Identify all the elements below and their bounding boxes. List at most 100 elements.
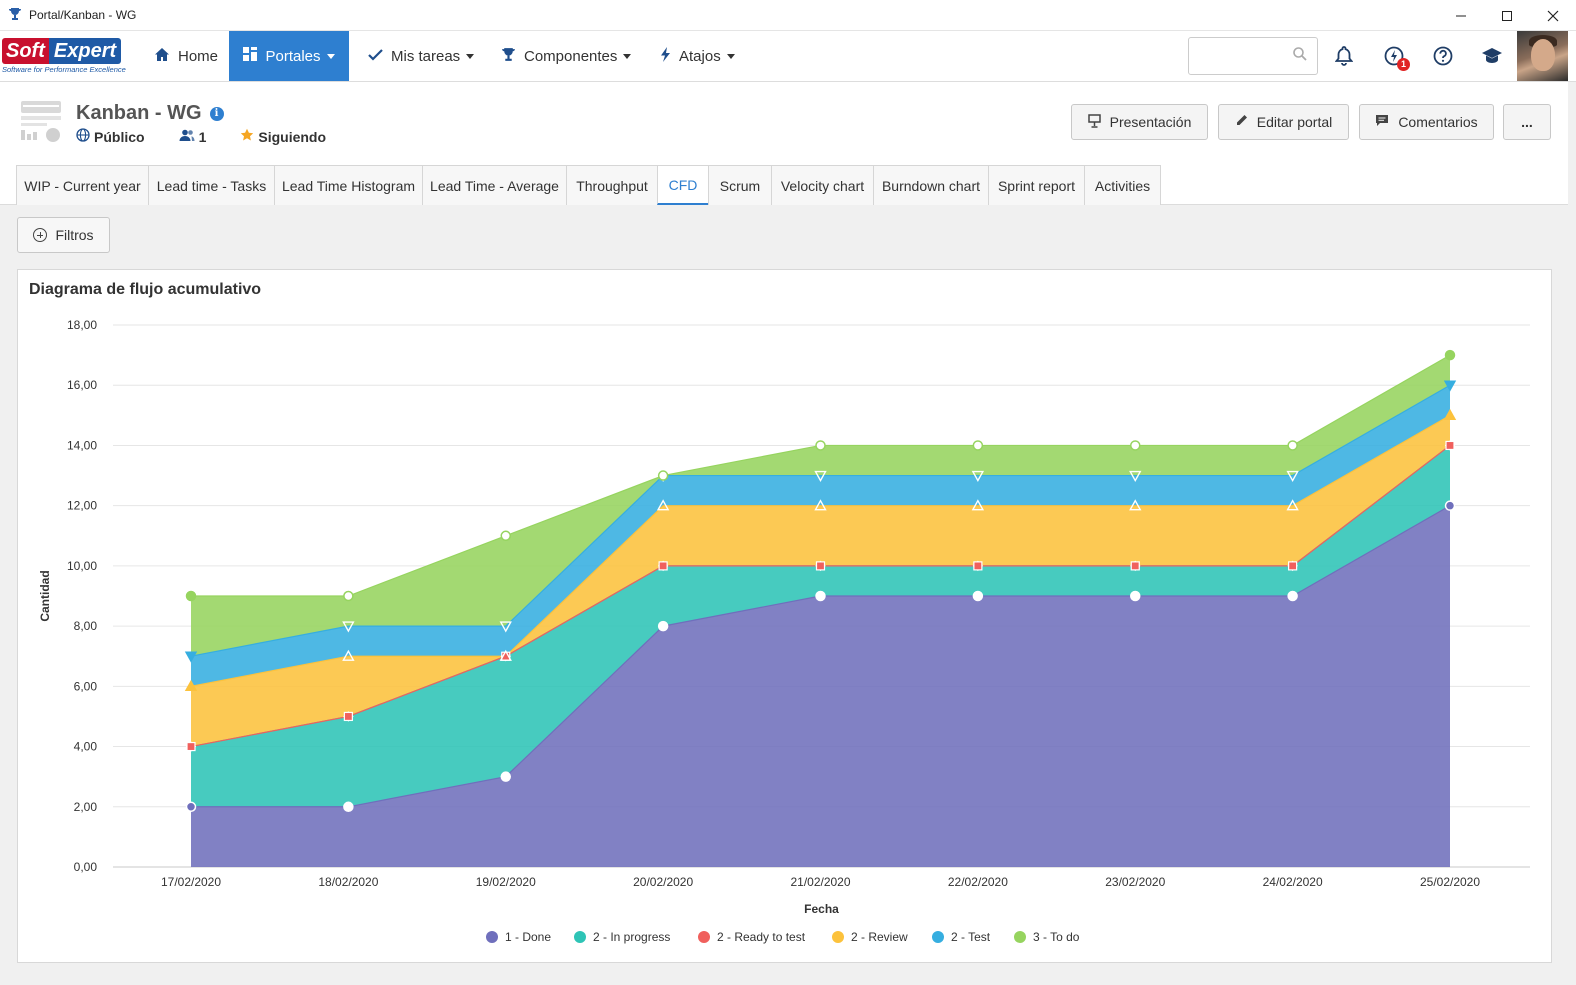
avatar[interactable] bbox=[1517, 31, 1568, 81]
tasks-indicator-icon[interactable]: 1 bbox=[1381, 43, 1410, 71]
tab-label: Throughput bbox=[576, 177, 648, 194]
nav-portales-label: Portales bbox=[265, 47, 321, 65]
data-point bbox=[972, 440, 984, 451]
tab-label: WIP - Current year bbox=[24, 177, 141, 194]
x-tick-label: 18/02/2020 bbox=[318, 875, 378, 889]
logo-text-expert: Expert bbox=[48, 38, 122, 64]
data-point bbox=[973, 561, 983, 571]
users-icon bbox=[179, 129, 195, 145]
x-tick-label: 19/02/2020 bbox=[476, 875, 536, 889]
data-point bbox=[1286, 499, 1299, 511]
tab-lead-time-average[interactable]: Lead Time - Average bbox=[422, 165, 567, 205]
data-point bbox=[343, 590, 354, 602]
data-point bbox=[815, 440, 826, 451]
visibility-status: Público bbox=[76, 128, 145, 145]
data-point bbox=[1130, 561, 1140, 571]
tab-scrum[interactable]: Scrum bbox=[708, 165, 772, 205]
data-point bbox=[186, 741, 196, 752]
x-tick-label: 21/02/2020 bbox=[790, 875, 850, 889]
presentation-label: Presentación bbox=[1109, 114, 1192, 130]
data-point bbox=[1444, 500, 1456, 511]
nav-mis-tareas[interactable]: Mis tareas bbox=[356, 31, 486, 81]
visibility-label: Público bbox=[94, 128, 145, 145]
data-point bbox=[184, 651, 198, 663]
bell-icon[interactable] bbox=[1331, 43, 1357, 69]
area-series-1 bbox=[191, 445, 1450, 807]
search-input[interactable] bbox=[1189, 38, 1289, 74]
nav-atajos[interactable]: Atajos bbox=[648, 31, 747, 81]
data-point bbox=[656, 499, 670, 511]
notification-badge: 1 bbox=[1397, 58, 1410, 71]
page-scrollbar[interactable] bbox=[1568, 82, 1576, 985]
tab-wip-current-year[interactable]: WIP - Current year bbox=[16, 165, 149, 205]
y-tick-label: 0,00 bbox=[74, 860, 98, 874]
filters-button[interactable]: Filtros bbox=[17, 217, 110, 253]
data-point bbox=[185, 590, 197, 602]
chart-panel: Diagrama de flujo acumulativo 0,00 2,00 4,… bbox=[17, 269, 1552, 963]
nav-portales[interactable]: Portales bbox=[229, 31, 349, 81]
top-navbar: Soft Expert Software for Performance Exc… bbox=[0, 31, 1576, 82]
area-series-4 bbox=[191, 385, 1450, 687]
data-point bbox=[815, 561, 826, 571]
softexpert-logo[interactable]: Soft Expert Software for Performance Exc… bbox=[2, 38, 130, 76]
tab-activities[interactable]: Activities bbox=[1084, 165, 1161, 205]
tab-cfd[interactable]: CFD bbox=[657, 165, 709, 205]
tab-lead-time-histogram[interactable]: Lead Time Histogram bbox=[274, 165, 423, 205]
x-tick-label: 24/02/2020 bbox=[1263, 875, 1323, 889]
data-point bbox=[657, 620, 669, 632]
y-tick-label: 4,00 bbox=[74, 740, 98, 754]
data-point bbox=[343, 801, 354, 813]
portal-meta: Público 1 Siguiendo bbox=[76, 128, 360, 145]
graduation-cap-icon[interactable] bbox=[1479, 43, 1505, 69]
help-icon[interactable] bbox=[1430, 43, 1456, 69]
members-count[interactable]: 1 bbox=[179, 129, 206, 145]
tab-sprint-report[interactable]: Sprint report bbox=[988, 165, 1085, 205]
nav-atajos-label: Atajos bbox=[679, 47, 721, 65]
data-point bbox=[500, 530, 511, 542]
legend-marker bbox=[574, 931, 586, 943]
data-point bbox=[1129, 499, 1142, 511]
edit-portal-button[interactable]: Editar portal bbox=[1218, 104, 1349, 140]
data-point bbox=[971, 470, 985, 482]
chevron-down-icon bbox=[726, 53, 735, 59]
trophy-icon bbox=[501, 47, 516, 66]
tab-label: Lead Time - Average bbox=[430, 177, 559, 194]
data-point bbox=[814, 499, 827, 511]
x-tick-label: 17/02/2020 bbox=[161, 875, 221, 889]
info-icon[interactable]: i bbox=[209, 106, 224, 121]
data-point bbox=[1130, 590, 1141, 602]
tab-lead-time-tasks[interactable]: Lead time - Tasks bbox=[148, 165, 275, 205]
globe-icon bbox=[76, 128, 90, 145]
tab-throughput[interactable]: Throughput bbox=[566, 165, 658, 205]
x-tick-label: 23/02/2020 bbox=[1105, 875, 1165, 889]
legend-marker bbox=[1014, 931, 1026, 943]
search-icon[interactable] bbox=[1293, 47, 1307, 61]
follow-status[interactable]: Siguiendo bbox=[240, 128, 326, 145]
tab-velocity-chart[interactable]: Velocity chart bbox=[771, 165, 874, 205]
portal-content: Filtros Diagrama de flujo acumulativo 0,… bbox=[0, 205, 1576, 985]
x-tick-label: 25/02/2020 bbox=[1420, 875, 1480, 889]
comments-button[interactable]: Comentarios bbox=[1359, 104, 1494, 140]
legend-entry: 1 - Done bbox=[505, 930, 551, 944]
minimize-icon[interactable] bbox=[1438, 0, 1484, 31]
data-point bbox=[971, 499, 985, 511]
more-options-button[interactable]: ... bbox=[1503, 104, 1551, 140]
close-icon[interactable] bbox=[1530, 0, 1576, 31]
nav-componentes[interactable]: Componentes bbox=[489, 31, 643, 81]
tab-label: Velocity chart bbox=[780, 177, 865, 194]
legend-marker bbox=[486, 931, 498, 943]
presentation-button[interactable]: Presentación bbox=[1071, 104, 1208, 140]
tab-label: Sprint report bbox=[997, 177, 1076, 194]
tab-label: Burndown chart bbox=[881, 177, 981, 194]
bolt-icon bbox=[660, 46, 671, 66]
data-point bbox=[500, 771, 511, 782]
chevron-down-icon bbox=[623, 53, 632, 59]
nav-home[interactable]: Home bbox=[142, 31, 230, 81]
nav-mis-tareas-label: Mis tareas bbox=[391, 47, 461, 65]
tab-burndown-chart[interactable]: Burndown chart bbox=[873, 165, 989, 205]
more-options-label: ... bbox=[1521, 114, 1533, 130]
portal-title-text: Kanban - WG bbox=[76, 102, 202, 124]
y-axis-title: Cantidad bbox=[38, 570, 52, 621]
data-point bbox=[1443, 408, 1457, 421]
maximize-icon[interactable] bbox=[1484, 0, 1530, 31]
